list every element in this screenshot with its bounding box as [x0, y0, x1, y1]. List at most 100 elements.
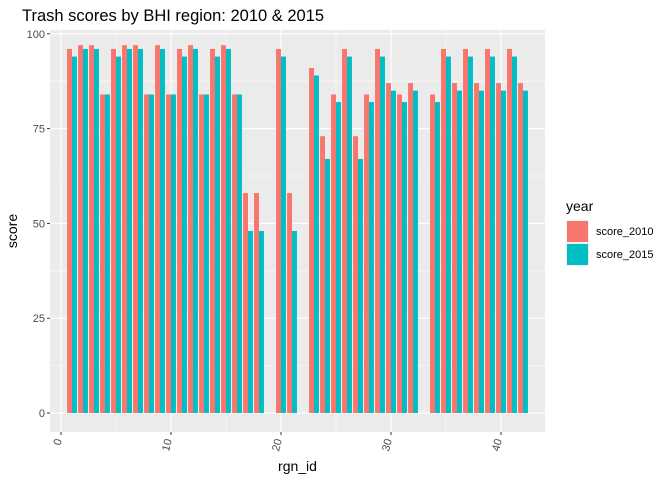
- bar-score_2010-rgn-31: [397, 94, 402, 414]
- bar-score_2015-rgn-14: [215, 56, 220, 414]
- y-tick-label: 0: [39, 408, 45, 420]
- bar-score_2015-rgn-21: [292, 231, 297, 414]
- bar-score_2010-rgn-21: [287, 193, 292, 414]
- bar-score_2010-rgn-4: [100, 94, 105, 414]
- bar-score_2015-rgn-3: [94, 48, 99, 414]
- bar-score_2010-rgn-10: [166, 94, 171, 414]
- plot-panel: [50, 30, 545, 432]
- bar-score_2015-rgn-1: [72, 56, 77, 414]
- bar-score_2010-rgn-13: [199, 94, 204, 414]
- legend: year score_2010 score_2015: [566, 198, 654, 266]
- x-tick-label: 20: [270, 438, 285, 453]
- bar-score_2010-rgn-41: [507, 48, 512, 414]
- bar-score_2010-rgn-36: [452, 83, 457, 414]
- x-tick-label: 10: [160, 438, 175, 453]
- bar-score_2010-rgn-20: [276, 48, 281, 414]
- y-tick-label: 75: [33, 124, 45, 136]
- legend-title: year: [566, 198, 594, 214]
- bar-score_2015-rgn-34: [435, 102, 440, 414]
- bar-score_2015-rgn-20: [281, 56, 286, 414]
- bar-score_2010-rgn-5: [111, 48, 116, 414]
- bar-score_2010-rgn-16: [232, 94, 237, 414]
- bar-score_2010-rgn-17: [243, 193, 248, 414]
- bar-score_2015-rgn-23: [314, 75, 319, 414]
- x-tick-label: 40: [490, 438, 505, 453]
- bar-score_2015-rgn-32: [413, 90, 418, 414]
- bar-score_2010-rgn-2: [78, 45, 83, 414]
- bar-score_2015-rgn-6: [127, 48, 132, 414]
- y-axis-ticks: 0 25 50 75 100: [27, 29, 50, 420]
- bar-score_2010-rgn-14: [210, 48, 215, 414]
- bar-score_2015-rgn-13: [204, 94, 209, 414]
- legend-swatch-score_2010: [567, 221, 588, 242]
- bar-score_2010-rgn-35: [441, 48, 446, 414]
- bar-score_2015-rgn-37: [468, 56, 473, 414]
- bar-score_2010-rgn-25: [331, 94, 336, 414]
- bar-score_2015-rgn-18: [259, 231, 264, 414]
- x-axis-ticks: 0 10 20 30 40: [52, 432, 505, 453]
- bar-score_2015-rgn-25: [336, 102, 341, 414]
- bar-score_2010-rgn-8: [144, 94, 149, 414]
- bar-score_2010-rgn-38: [474, 83, 479, 414]
- x-tick-label: 30: [380, 438, 395, 453]
- bar-score_2010-rgn-34: [430, 94, 435, 414]
- y-tick-label: 100: [27, 29, 45, 41]
- bar-score_2010-rgn-28: [364, 94, 369, 414]
- bar-score_2010-rgn-39: [485, 48, 490, 414]
- bar-score_2010-rgn-12: [188, 45, 193, 414]
- bar-score_2010-rgn-23: [309, 67, 314, 414]
- bar-score_2010-rgn-27: [353, 136, 358, 414]
- bar-score_2010-rgn-1: [67, 48, 72, 414]
- chart-title: Trash scores by BHI region: 2010 & 2015: [22, 7, 324, 25]
- legend-label-score_2010: score_2010: [596, 226, 654, 238]
- bar-score_2015-rgn-16: [237, 94, 242, 414]
- y-tick-label: 50: [33, 218, 45, 230]
- bar-score_2010-rgn-15: [221, 45, 226, 414]
- bar-score_2015-rgn-15: [226, 48, 231, 414]
- bar-score_2015-rgn-30: [391, 90, 396, 414]
- bar-score_2010-rgn-29: [375, 48, 380, 414]
- bar-score_2010-rgn-32: [408, 83, 413, 414]
- bar-score_2010-rgn-18: [254, 193, 259, 414]
- legend-label-score_2015: score_2015: [596, 249, 654, 261]
- bar-score_2015-rgn-28: [369, 102, 374, 414]
- bar-score_2015-rgn-2: [83, 48, 88, 414]
- bar-score_2015-rgn-26: [347, 56, 352, 414]
- bar-score_2010-rgn-3: [89, 45, 94, 414]
- bar-score_2015-rgn-24: [325, 158, 330, 414]
- bar-score_2015-rgn-7: [138, 48, 143, 414]
- bar-score_2015-rgn-12: [193, 48, 198, 414]
- bar-score_2015-rgn-11: [182, 56, 187, 414]
- y-tick-label: 25: [33, 313, 45, 325]
- x-tick-label: 0: [52, 438, 65, 447]
- bar-score_2015-rgn-36: [457, 90, 462, 414]
- bars: [67, 45, 528, 414]
- bar-score_2015-rgn-5: [116, 56, 121, 414]
- bar-score_2015-rgn-29: [380, 56, 385, 414]
- bar-score_2015-rgn-8: [149, 94, 154, 414]
- bar-score_2015-rgn-9: [160, 48, 165, 414]
- bar-score_2010-rgn-7: [133, 45, 138, 414]
- bar-score_2015-rgn-27: [358, 158, 363, 414]
- x-axis-title: rgn_id: [278, 458, 317, 474]
- bar-score_2015-rgn-41: [512, 56, 517, 414]
- legend-items: score_2010 score_2015: [566, 220, 654, 266]
- legend-swatch-score_2015: [567, 244, 588, 265]
- bar-score_2015-rgn-17: [248, 231, 253, 414]
- y-axis-title: score: [4, 214, 20, 248]
- bar-score_2010-rgn-30: [386, 83, 391, 414]
- bar-score_2015-rgn-10: [171, 94, 176, 414]
- bar-score_2010-rgn-26: [342, 48, 347, 414]
- bar-score_2015-rgn-40: [501, 90, 506, 414]
- bar-score_2015-rgn-31: [402, 102, 407, 414]
- bar-score_2015-rgn-4: [105, 94, 110, 414]
- bar-score_2010-rgn-37: [463, 48, 468, 414]
- bar-score_2015-rgn-35: [446, 56, 451, 414]
- bar-score_2010-rgn-40: [496, 83, 501, 414]
- bar-score_2010-rgn-9: [155, 45, 160, 414]
- bar-score_2015-rgn-38: [479, 90, 484, 414]
- bar-score_2010-rgn-24: [320, 136, 325, 414]
- bar-score_2010-rgn-6: [122, 45, 127, 414]
- bar-score_2015-rgn-42: [523, 90, 528, 414]
